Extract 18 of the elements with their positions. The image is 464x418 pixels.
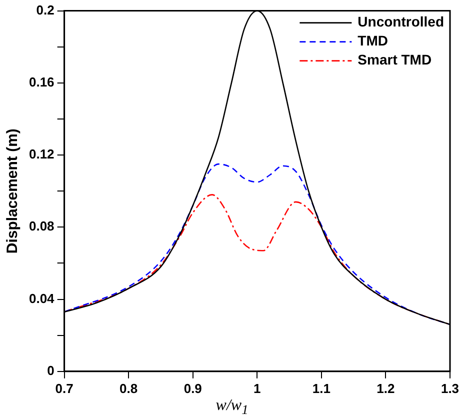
y-tick-label: 0.08: [28, 218, 54, 234]
y-tick-label: 0: [47, 362, 54, 378]
x-tick-label: 0.7: [55, 380, 74, 396]
legend-label: Uncontrolled: [358, 14, 444, 30]
x-tick-label: 1.2: [376, 380, 395, 396]
y-tick-label: 0.04: [28, 290, 56, 306]
legend-label: Smart TMD: [358, 52, 432, 68]
x-tick-label: 1.1: [312, 380, 330, 396]
y-axis-title: Displacement (m): [4, 128, 22, 254]
x-axis-title: w/w$_{1}$: [214, 396, 250, 418]
x-tick-label: 1: [254, 380, 261, 396]
legend-label: TMD: [358, 32, 388, 49]
y-tick-label: 0.12: [28, 146, 54, 162]
y-tick-label: 0.2: [36, 2, 54, 18]
x-tick-label: 0.9: [184, 380, 202, 396]
x-tick-label: 1.3: [440, 380, 460, 396]
x-tick-label: 0.8: [120, 380, 138, 396]
y-tick-label: 0.16: [28, 74, 54, 90]
